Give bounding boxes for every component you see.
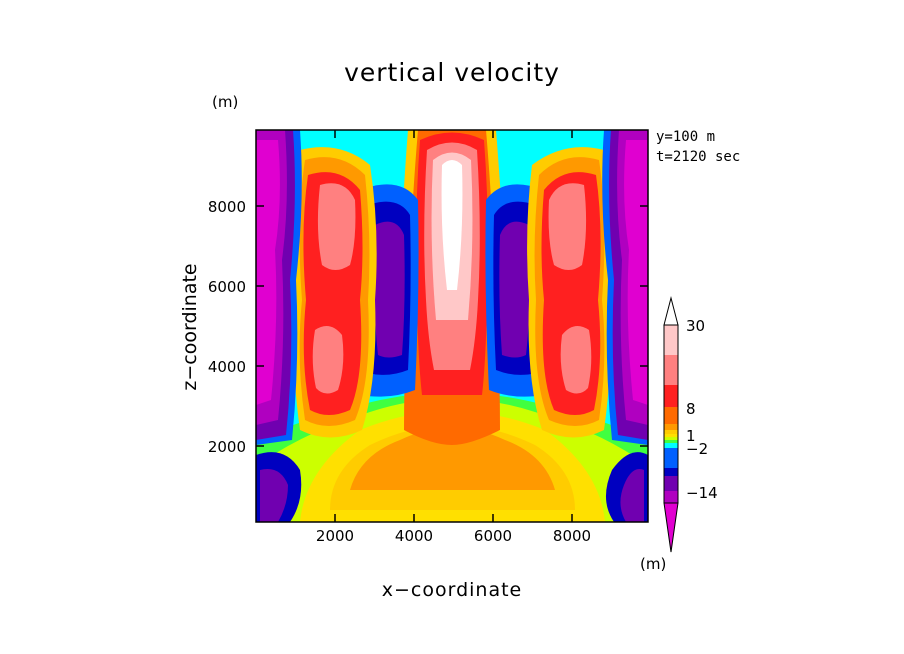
- colorbar-segment: [664, 448, 678, 468]
- x-tick-label: 6000: [473, 527, 513, 545]
- central-column-core: [441, 160, 463, 290]
- axis-ticks: [256, 130, 648, 522]
- x-axis-label: x−coordinate: [381, 579, 523, 601]
- colorbar-segment: [664, 424, 678, 430]
- colorbar: [663, 296, 679, 553]
- x-tick-label: 4000: [394, 527, 434, 545]
- colorbar-segment: [664, 491, 678, 503]
- colorbar-segment: [664, 407, 678, 424]
- colorbar-label-minus-2: −2: [686, 440, 709, 458]
- right-lower-cell: [560, 326, 592, 394]
- y-axis-unit: (m): [212, 93, 239, 111]
- colorbar-frame: [663, 324, 679, 504]
- colorbar-segment: [664, 468, 678, 476]
- colorbar-segment: [664, 434, 678, 437]
- left-upper-cell: [317, 183, 356, 270]
- right-upper-cell: [548, 183, 587, 270]
- colorbar-label-8: 8: [686, 400, 696, 418]
- colorbar-label-1: 1: [686, 427, 696, 445]
- colorbar-segment: [664, 385, 678, 407]
- y-tick-label: 8000: [207, 198, 246, 216]
- x-tick-label: 2000: [315, 527, 355, 545]
- annotation-y-position: y=100 m: [656, 129, 716, 145]
- plot-frame: [255, 129, 649, 523]
- bottom-left-core: [260, 469, 288, 522]
- colorbar-segment: [664, 437, 678, 440]
- lower-dome-orange: [350, 427, 555, 490]
- colorbar-segment: [664, 325, 678, 355]
- colorbar-segment: [664, 440, 678, 443]
- colorbar-label-30: 30: [686, 317, 706, 335]
- colorbar-label-minus-14: −14: [686, 484, 718, 502]
- y-tick-label: 6000: [207, 278, 246, 296]
- chart-title: vertical velocity: [344, 58, 560, 87]
- y-tick-label: 2000: [207, 438, 246, 456]
- left-downdraft-purple: [374, 221, 405, 358]
- annotation-time: t=2120 sec: [656, 149, 741, 165]
- velocity-field: [256, 130, 648, 522]
- colorbar-segment: [664, 443, 678, 448]
- y-tick-label: 4000: [207, 358, 246, 376]
- left-lower-cell: [312, 326, 344, 394]
- right-downdraft-purple: [499, 221, 530, 358]
- x-tick-label: 8000: [552, 527, 592, 545]
- colorbar-segment: [664, 430, 678, 434]
- colorbar-top-arrow: [663, 296, 679, 326]
- colorbar-unit: (m): [640, 555, 667, 573]
- colorbar-segment: [664, 476, 678, 491]
- colorbar-segment: [664, 355, 678, 385]
- bottom-right-core: [620, 469, 644, 522]
- colorbar-bottom-arrow: [663, 502, 679, 553]
